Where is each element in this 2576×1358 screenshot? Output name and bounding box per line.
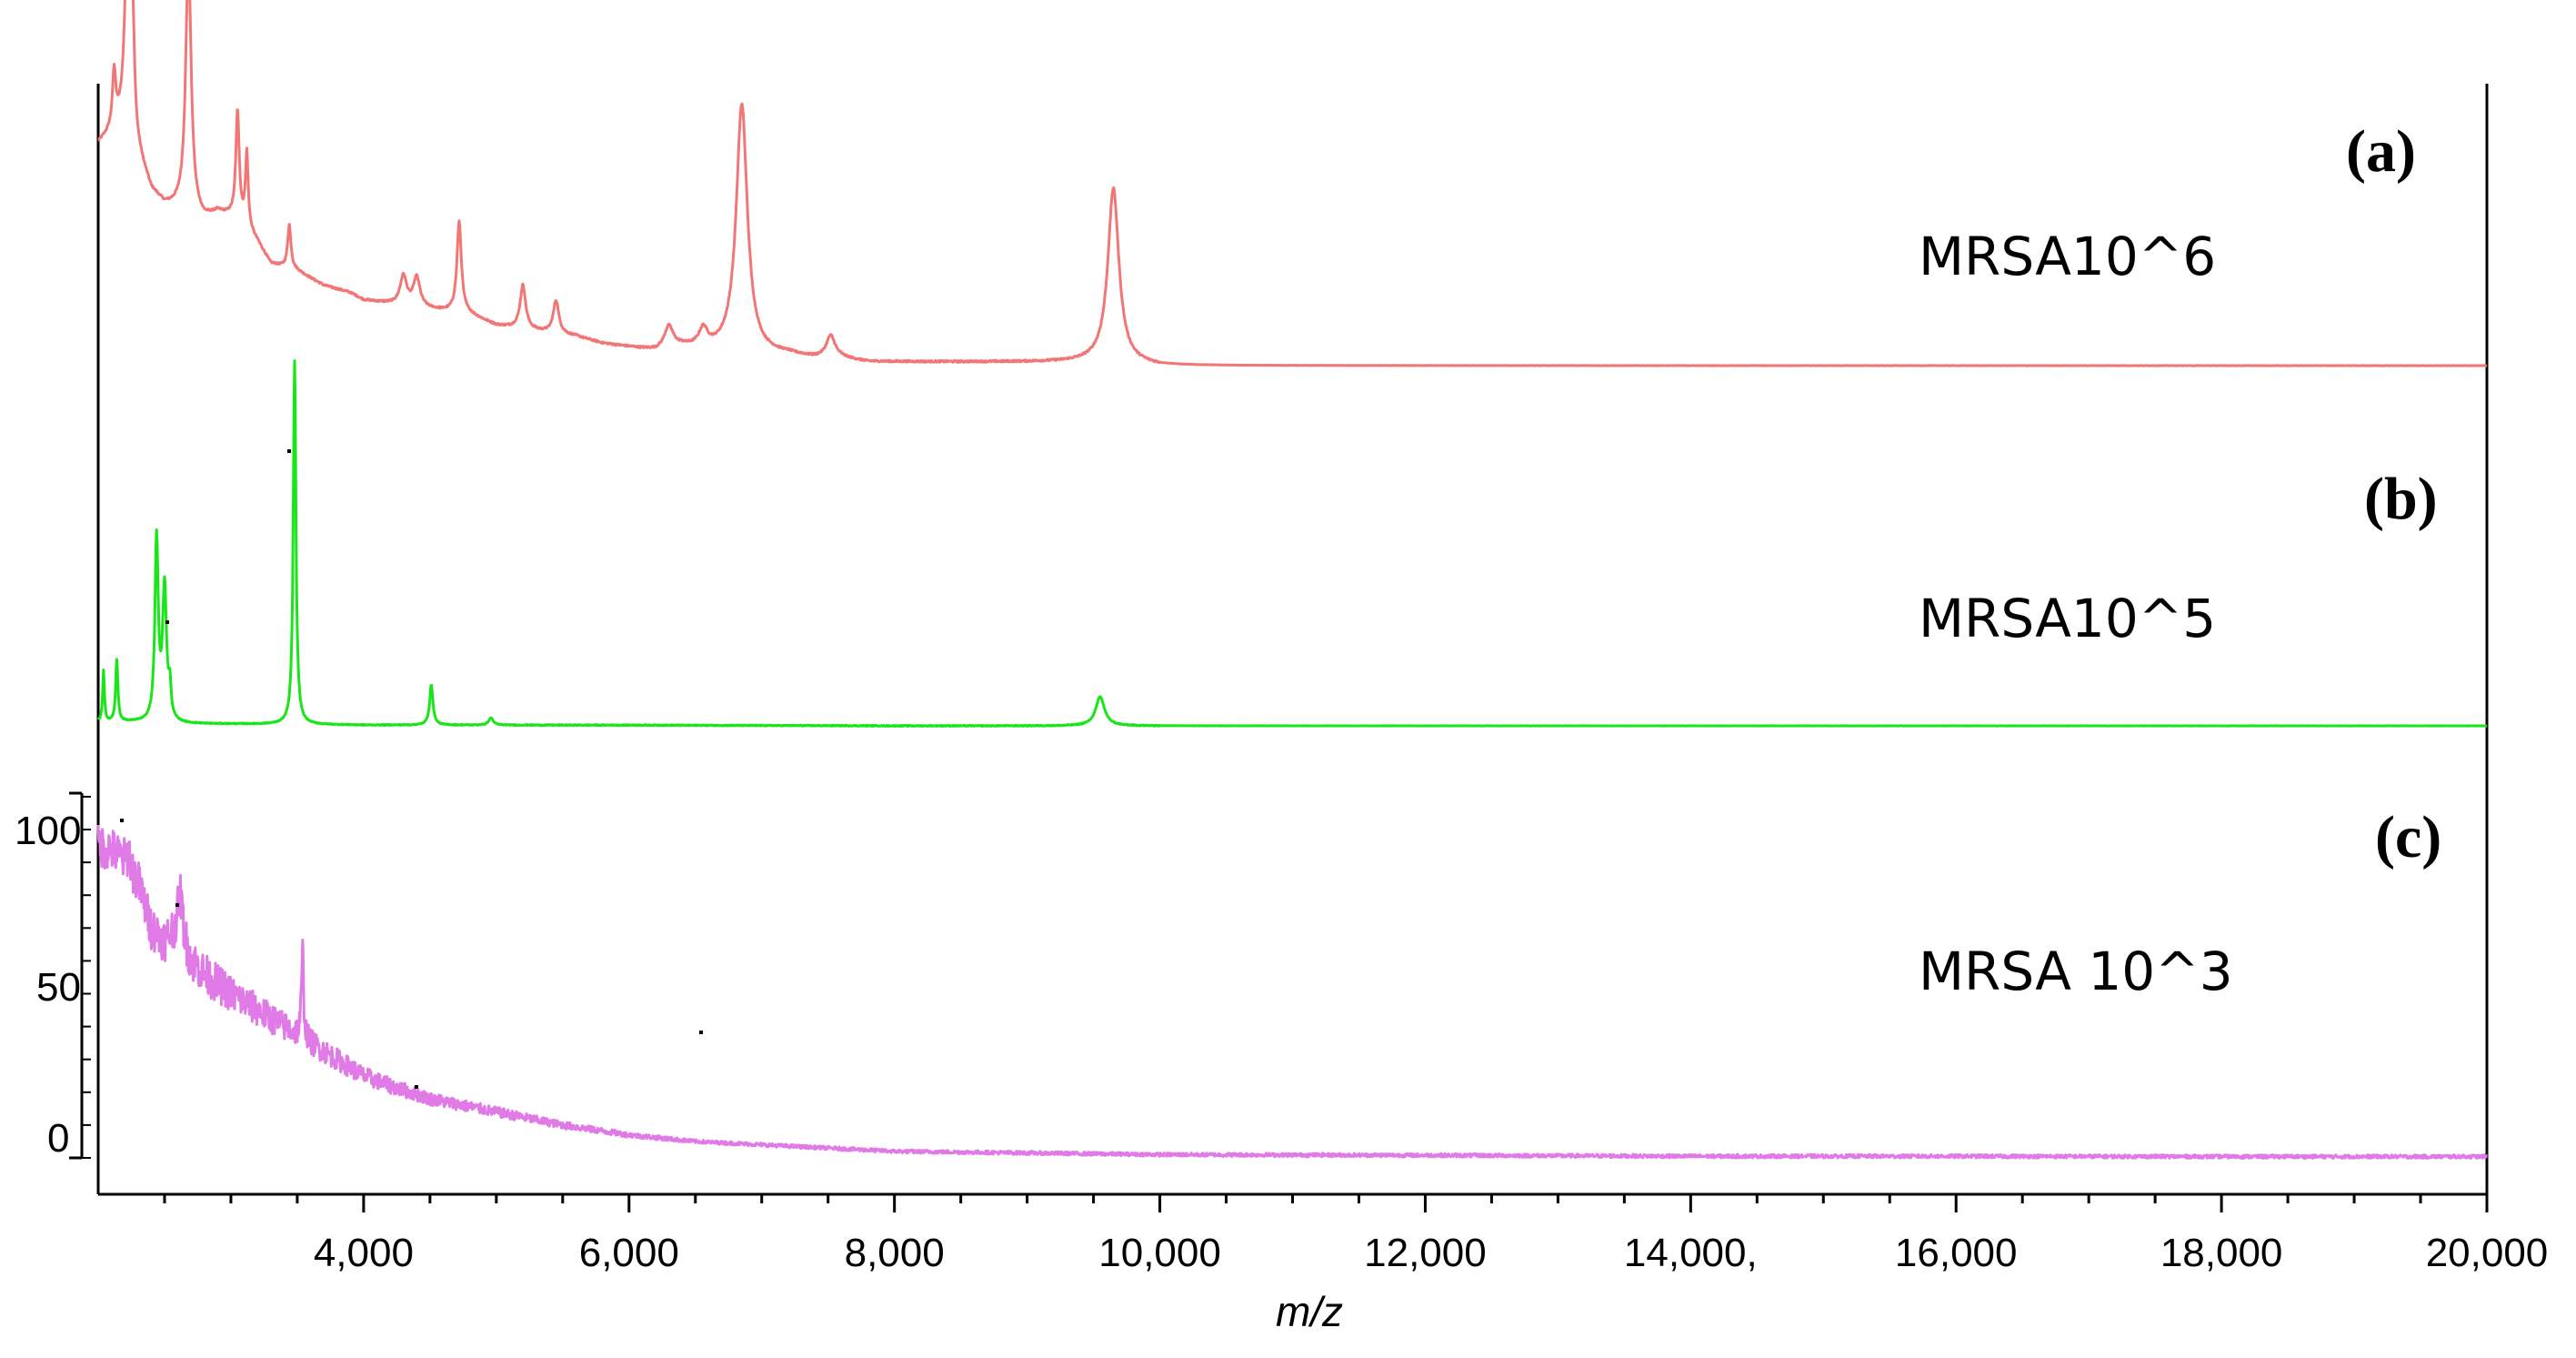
x-tick-label: 14,000, bbox=[1624, 1231, 1758, 1275]
y-tick-label: 0 bbox=[47, 1116, 69, 1161]
y-axis-minor-ticks bbox=[82, 795, 91, 1159]
x-axis-title: m/z bbox=[1276, 1288, 1343, 1335]
x-tick-label: 4,000 bbox=[314, 1231, 414, 1275]
x-tick-label: 8,000 bbox=[845, 1231, 945, 1275]
panel-label-c: (c) bbox=[2375, 804, 2441, 870]
spectra-series bbox=[96, 0, 2488, 1160]
panel-label-a: (a) bbox=[2346, 118, 2416, 185]
spectrum-line-a bbox=[97, 0, 2488, 367]
x-axis-tick-labels: 4,000 6,000 8,000 10,000 12,000 14,000, 16,000… bbox=[314, 1231, 2548, 1275]
x-tick-label: 18,000 bbox=[2160, 1231, 2283, 1275]
spectrum-line-b bbox=[96, 359, 2488, 728]
series-name-c: MRSA 10^3 bbox=[1919, 941, 2233, 1002]
series-name-b: MRSA10^5 bbox=[1919, 588, 2216, 649]
y-tick-label: 50 bbox=[36, 965, 81, 1010]
series-name-a: MRSA10^6 bbox=[1919, 226, 2216, 287]
stray-marks bbox=[120, 449, 703, 1089]
x-tick-label: 20,000 bbox=[2426, 1231, 2549, 1275]
x-tick-label: 12,000 bbox=[1364, 1231, 1487, 1275]
panel-label-b: (b) bbox=[2364, 466, 2438, 532]
spectrum-line-c bbox=[96, 825, 2488, 1160]
y-axis-bracket bbox=[69, 791, 84, 1160]
x-tick-label: 16,000 bbox=[1895, 1231, 2018, 1275]
y-axis-tick-labels: 100 50 0 bbox=[15, 809, 81, 1161]
x-axis-ticks bbox=[163, 1194, 2489, 1212]
x-tick-label: 10,000 bbox=[1098, 1231, 1221, 1275]
y-tick-label: 100 bbox=[15, 809, 81, 853]
x-tick-label: 6,000 bbox=[579, 1231, 679, 1275]
